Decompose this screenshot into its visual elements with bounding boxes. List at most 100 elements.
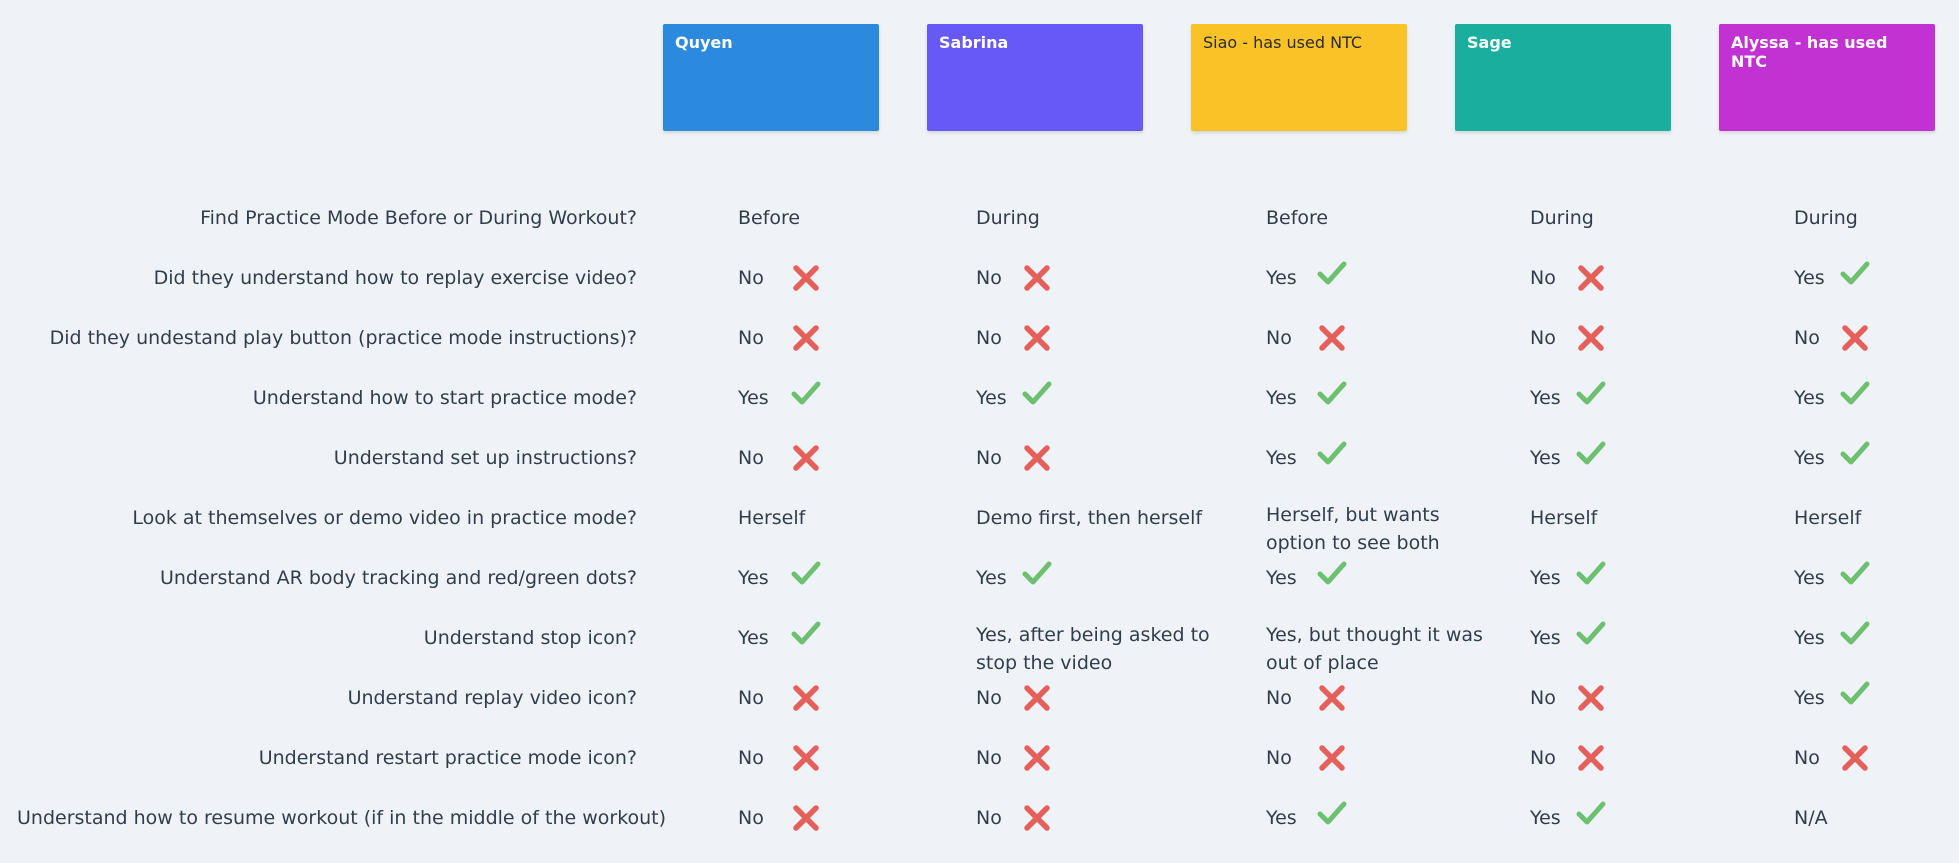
answer-text: Yes bbox=[738, 627, 769, 649]
check-icon bbox=[1317, 441, 1347, 465]
cross-icon bbox=[1578, 745, 1604, 771]
answer-text: No bbox=[976, 747, 1002, 769]
answer-text: N/A bbox=[1794, 807, 1828, 829]
answer-text: No bbox=[976, 687, 1002, 709]
answer-cell: Yes bbox=[1266, 261, 1347, 292]
answer-cell: Yes bbox=[738, 381, 821, 412]
answer-text: No bbox=[1530, 267, 1556, 289]
answer-text: No bbox=[976, 807, 1002, 829]
check-icon bbox=[1022, 561, 1052, 585]
question-label: Understand replay video icon? bbox=[347, 687, 637, 709]
cross-icon bbox=[793, 685, 819, 711]
answer-text-line: stop the video bbox=[976, 652, 1113, 674]
participant-card-1[interactable]: Quyen bbox=[663, 24, 879, 131]
check-icon bbox=[1317, 801, 1347, 825]
cross-icon bbox=[1578, 685, 1604, 711]
answer-cell: No bbox=[1530, 324, 1604, 352]
participant-name: Sabrina bbox=[939, 33, 1009, 52]
answer-cell: Yes bbox=[1794, 681, 1870, 712]
answer-text: No bbox=[1530, 327, 1556, 349]
answer-text: No bbox=[738, 747, 764, 769]
participant-card-5[interactable]: Alyssa - has used NTC bbox=[1719, 24, 1935, 131]
answer-cell: Herself bbox=[1530, 504, 1597, 532]
answer-text-line: Yes, after being asked to bbox=[976, 624, 1210, 646]
answer-text: During bbox=[1530, 207, 1594, 229]
answer-text: No bbox=[976, 267, 1002, 289]
answer-text-line: Herself, but wants bbox=[1266, 504, 1440, 526]
answer-cell: Yes bbox=[738, 561, 821, 592]
question-label: Understand how to resume workout (if in … bbox=[17, 807, 667, 829]
answer-cell: No bbox=[738, 324, 819, 352]
check-icon bbox=[1840, 681, 1870, 705]
answer-cell: Yes bbox=[1266, 441, 1347, 472]
answer-cell: Yes bbox=[1794, 441, 1870, 472]
check-icon bbox=[1576, 621, 1606, 645]
participant-name: Siao - has used NTC bbox=[1203, 33, 1363, 52]
answer-cell: N/A bbox=[1794, 804, 1828, 832]
answer-cell: Yes bbox=[1530, 381, 1606, 412]
answer-text: Yes bbox=[738, 387, 769, 409]
check-icon bbox=[1840, 621, 1870, 645]
check-icon bbox=[1576, 381, 1606, 405]
cross-icon bbox=[1024, 805, 1050, 831]
answer-text: Herself bbox=[738, 507, 806, 529]
cross-icon bbox=[793, 265, 819, 291]
answer-cell: No bbox=[738, 444, 819, 472]
answer-cell: Before bbox=[738, 204, 800, 232]
answer-cell: No bbox=[738, 804, 819, 832]
answer-text: Yes bbox=[1794, 447, 1825, 469]
answer-cell: No bbox=[738, 744, 819, 772]
cross-icon bbox=[1024, 445, 1050, 471]
answer-cell: No bbox=[976, 804, 1050, 832]
answer-text: Yes bbox=[1266, 567, 1297, 589]
answer-cell: Yes bbox=[738, 621, 821, 652]
answer-text: Herself bbox=[1794, 507, 1862, 529]
question-label: Did they undestand play button (practice… bbox=[49, 327, 637, 349]
answer-cell: Herself bbox=[1794, 504, 1861, 532]
check-icon bbox=[1840, 441, 1870, 465]
answer-cell: Before bbox=[1266, 204, 1328, 232]
answer-cell: Yes bbox=[1530, 561, 1606, 592]
cross-icon bbox=[1024, 325, 1050, 351]
answer-cell: Herself, but wants option to see both bbox=[1266, 501, 1440, 557]
answer-cell: Yes bbox=[1266, 381, 1347, 412]
answer-cell: No bbox=[976, 684, 1050, 712]
cross-icon bbox=[1024, 265, 1050, 291]
participant-card-2[interactable]: Sabrina bbox=[927, 24, 1143, 131]
cross-icon bbox=[1319, 325, 1345, 351]
answer-text: Yes bbox=[1794, 267, 1825, 289]
check-icon bbox=[791, 621, 821, 645]
answer-text: No bbox=[1266, 327, 1292, 349]
participant-card-3[interactable]: Siao - has used NTC bbox=[1191, 24, 1407, 131]
check-icon bbox=[1840, 381, 1870, 405]
answer-text: Yes bbox=[1266, 447, 1297, 469]
answer-cell: No bbox=[976, 444, 1050, 472]
answer-cell: No bbox=[1530, 264, 1604, 292]
question-label: Look at themselves or demo video in prac… bbox=[132, 507, 637, 529]
answer-cell: Yes bbox=[1530, 621, 1606, 652]
answer-text: Demo first, then herself bbox=[976, 507, 1203, 529]
answer-cell: Yes bbox=[1530, 441, 1606, 472]
cross-icon bbox=[793, 325, 819, 351]
cross-icon bbox=[1319, 685, 1345, 711]
answer-cell: Yes bbox=[1266, 561, 1347, 592]
answer-text: No bbox=[738, 807, 764, 829]
answer-cell: No bbox=[1266, 744, 1345, 772]
participant-name: Sage bbox=[1467, 33, 1512, 52]
check-icon bbox=[1576, 441, 1606, 465]
answer-cell: Herself bbox=[738, 504, 805, 532]
answer-text: Yes bbox=[1530, 807, 1561, 829]
answer-cell: Yes bbox=[976, 561, 1052, 592]
cross-icon bbox=[793, 445, 819, 471]
check-icon bbox=[1840, 261, 1870, 285]
answer-text: Yes bbox=[976, 567, 1007, 589]
answer-text: No bbox=[1266, 687, 1292, 709]
answer-cell: Yes bbox=[1266, 801, 1347, 832]
check-icon bbox=[1317, 381, 1347, 405]
answer-text: No bbox=[1794, 747, 1820, 769]
answer-text: Yes bbox=[1794, 687, 1825, 709]
answer-cell: No bbox=[738, 264, 819, 292]
cross-icon bbox=[1319, 745, 1345, 771]
answer-text: Yes bbox=[1794, 387, 1825, 409]
participant-card-4[interactable]: Sage bbox=[1455, 24, 1671, 131]
